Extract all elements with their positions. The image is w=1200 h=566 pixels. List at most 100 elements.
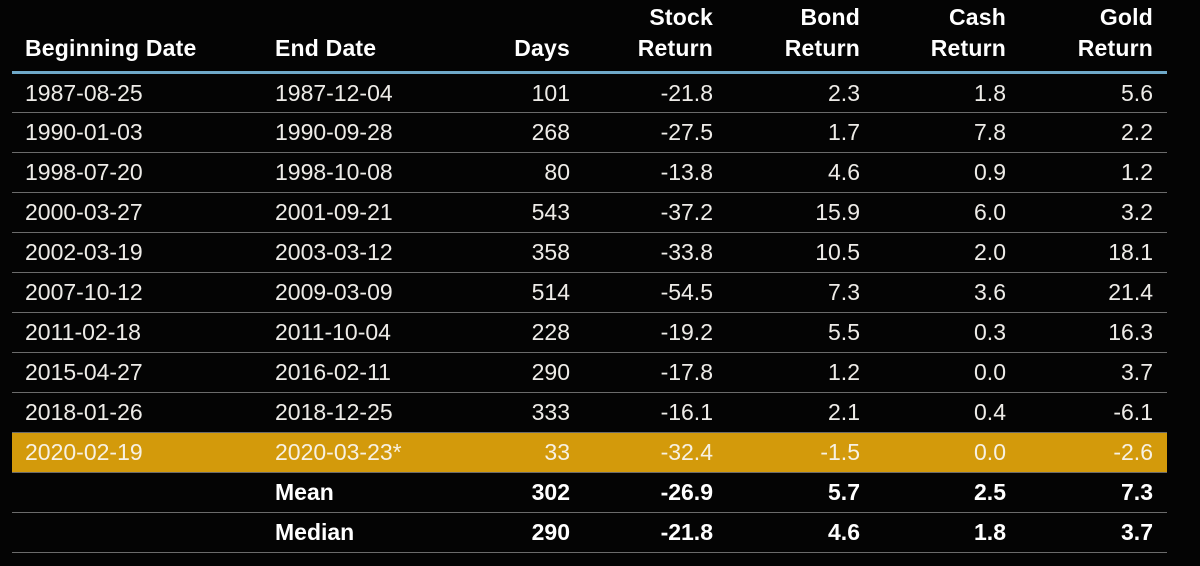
- table-row: 2000-03-27 2001-09-21 543 -37.2 15.9 6.0 3.2: [12, 192, 1167, 233]
- table-row: 2002-03-19 2003-03-12 358 -33.8 10.5 2.0 18.1: [12, 232, 1167, 273]
- col-header-line: Return: [784, 35, 860, 61]
- cell-days: 290: [435, 512, 570, 553]
- cell-cash: 0.0: [860, 432, 1006, 473]
- cell-bond: 1.7: [713, 112, 860, 153]
- cell-bond: 1.2: [713, 352, 860, 393]
- cell-bond: 2.3: [713, 72, 860, 113]
- cell-gold: -6.1: [1006, 392, 1167, 433]
- cell-days: 101: [435, 72, 570, 113]
- cell-end: 1998-10-08: [275, 152, 435, 193]
- cell-stock: -21.8: [570, 72, 713, 113]
- cell-gold: 7.3: [1006, 472, 1167, 513]
- col-header-gold: Gold Return: [1006, 0, 1167, 74]
- cell-begin: 2007-10-12: [12, 272, 275, 313]
- cell-empty: [12, 512, 275, 553]
- cell-gold: 3.7: [1006, 512, 1167, 553]
- col-header-line: Days: [514, 35, 570, 61]
- col-header-cash: Cash Return: [860, 0, 1006, 74]
- col-header-line: Cash: [948, 4, 1006, 30]
- cell-cash: 2.5: [860, 472, 1006, 513]
- cell-stock: -32.4: [570, 432, 713, 473]
- highlighted-row: 2020-02-19 2020-03-23* 33 -32.4 -1.5 0.0 -2.6: [12, 432, 1167, 473]
- cell-days: 302: [435, 472, 570, 513]
- cell-bond: 5.5: [713, 312, 860, 353]
- table-row: 1990-01-03 1990-09-28 268 -27.5 1.7 7.8 2.2: [12, 112, 1167, 153]
- col-header-line: Gold: [1099, 4, 1153, 30]
- summary-row-median: Median 290 -21.8 4.6 1.8 3.7: [12, 512, 1167, 553]
- cell-bond: -1.5: [713, 432, 860, 473]
- cell-gold: 3.2: [1006, 192, 1167, 233]
- cell-end: 2001-09-21: [275, 192, 435, 233]
- col-header-begin: Beginning Date: [12, 0, 275, 74]
- cell-stock: -13.8: [570, 152, 713, 193]
- summary-label: Mean: [275, 472, 435, 513]
- cell-gold: 21.4: [1006, 272, 1167, 313]
- cell-bond: 4.6: [713, 512, 860, 553]
- col-header-line: Return: [930, 35, 1006, 61]
- cell-cash: 0.9: [860, 152, 1006, 193]
- cell-days: 33: [435, 432, 570, 473]
- col-header-end: End Date: [275, 0, 435, 74]
- cell-bond: 5.7: [713, 472, 860, 513]
- cell-begin: 1990-01-03: [12, 112, 275, 153]
- cell-end: 1987-12-04: [275, 72, 435, 113]
- cell-end: 2018-12-25: [275, 392, 435, 433]
- cell-stock: -19.2: [570, 312, 713, 353]
- cell-cash: 7.8: [860, 112, 1006, 153]
- cell-cash: 2.0: [860, 232, 1006, 273]
- cell-gold: 3.7: [1006, 352, 1167, 393]
- cell-empty: [12, 472, 275, 513]
- cell-cash: 0.4: [860, 392, 1006, 433]
- cell-days: 358: [435, 232, 570, 273]
- cell-begin: 1998-07-20: [12, 152, 275, 193]
- cell-days: 80: [435, 152, 570, 193]
- col-header-line: Bond: [800, 4, 860, 30]
- cell-gold: 5.6: [1006, 72, 1167, 113]
- summary-row-mean: Mean 302 -26.9 5.7 2.5 7.3: [12, 472, 1167, 513]
- cell-days: 268: [435, 112, 570, 153]
- table-row: 1998-07-20 1998-10-08 80 -13.8 4.6 0.9 1.2: [12, 152, 1167, 193]
- cell-begin: 2011-02-18: [12, 312, 275, 353]
- cell-bond: 7.3: [713, 272, 860, 313]
- cell-days: 543: [435, 192, 570, 233]
- col-header-line: Beginning Date: [25, 35, 197, 61]
- cell-stock: -37.2: [570, 192, 713, 233]
- cell-cash: 3.6: [860, 272, 1006, 313]
- col-header-line: Stock: [649, 4, 713, 30]
- col-header-bond: Bond Return: [713, 0, 860, 74]
- cell-end: 1990-09-28: [275, 112, 435, 153]
- drawdown-table: Beginning Date End Date Days Stock Return Bon…: [12, 0, 1167, 553]
- cell-gold: 18.1: [1006, 232, 1167, 273]
- cell-begin: 2018-01-26: [12, 392, 275, 433]
- cell-end: 2020-03-23*: [275, 432, 435, 473]
- cell-stock: -33.8: [570, 232, 713, 273]
- cell-days: 514: [435, 272, 570, 313]
- cell-cash: 6.0: [860, 192, 1006, 233]
- cell-stock: -21.8: [570, 512, 713, 553]
- summary-label: Median: [275, 512, 435, 553]
- cell-days: 290: [435, 352, 570, 393]
- header-row: Beginning Date End Date Days Stock Return Bon…: [12, 0, 1167, 74]
- cell-cash: 1.8: [860, 72, 1006, 113]
- cell-stock: -17.8: [570, 352, 713, 393]
- cell-gold: 2.2: [1006, 112, 1167, 153]
- col-header-stock: Stock Return: [570, 0, 713, 74]
- col-header-days: Days: [435, 0, 570, 74]
- table-header: Beginning Date End Date Days Stock Return Bon…: [12, 0, 1167, 74]
- cell-days: 333: [435, 392, 570, 433]
- cell-stock: -16.1: [570, 392, 713, 433]
- cell-end: 2003-03-12: [275, 232, 435, 273]
- col-header-line: Return: [637, 35, 713, 61]
- table-row: 2007-10-12 2009-03-09 514 -54.5 7.3 3.6 21.4: [12, 272, 1167, 313]
- col-header-line: End Date: [275, 35, 377, 61]
- cell-gold: 1.2: [1006, 152, 1167, 193]
- cell-days: 228: [435, 312, 570, 353]
- cell-gold: 16.3: [1006, 312, 1167, 353]
- table-row: 2011-02-18 2011-10-04 228 -19.2 5.5 0.3 16.3: [12, 312, 1167, 353]
- table-row: 2018-01-26 2018-12-25 333 -16.1 2.1 0.4 -6.1: [12, 392, 1167, 433]
- cell-stock: -27.5: [570, 112, 713, 153]
- cell-begin: 2020-02-19: [12, 432, 275, 473]
- cell-bond: 10.5: [713, 232, 860, 273]
- cell-bond: 15.9: [713, 192, 860, 233]
- cell-end: 2009-03-09: [275, 272, 435, 313]
